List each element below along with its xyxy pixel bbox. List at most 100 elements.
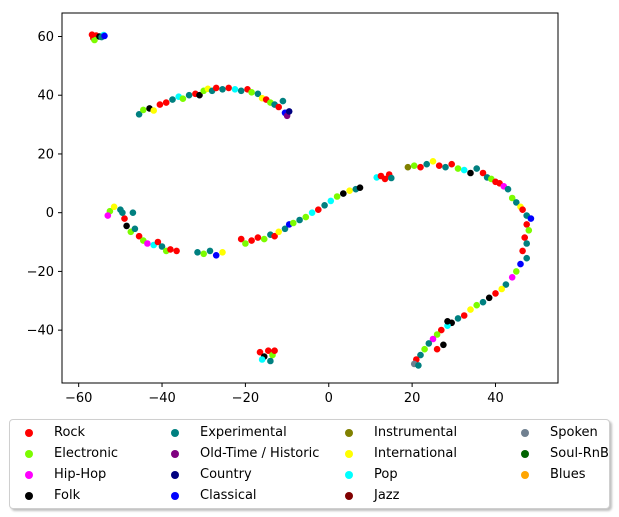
y-tick-label: 0: [46, 206, 54, 221]
data-point-international: [498, 285, 506, 293]
data-point-experimental: [267, 357, 274, 365]
legend-label: Rock: [54, 425, 86, 440]
legend-item: Soul-RnB: [506, 443, 609, 464]
data-point-electronic: [473, 301, 481, 309]
y-tick-label: −20: [27, 265, 54, 280]
data-point-rock: [88, 31, 96, 38]
legend-item: Old-Time / Historic: [156, 443, 319, 464]
legend-label: Folk: [54, 488, 81, 503]
data-point-rock: [237, 235, 245, 243]
data-point-international: [275, 228, 283, 236]
data-point-electronic: [433, 331, 441, 338]
legend-label: Jazz: [374, 488, 400, 503]
data-point-rock: [433, 345, 441, 353]
data-point-rock: [167, 246, 174, 253]
legend-label: International: [374, 446, 457, 461]
x-tick-label: 40: [487, 391, 504, 406]
data-point-international: [429, 158, 437, 165]
data-point-electronic: [421, 345, 428, 353]
data-point-rock: [315, 206, 322, 213]
legend: Rock Electronic Hip-Hop Folk Experimental Old…: [9, 419, 610, 509]
legend-item: Jazz: [330, 485, 399, 506]
data-point-hip-hop: [429, 335, 437, 343]
legend-marker: [345, 449, 353, 458]
data-point-rock: [417, 163, 424, 171]
data-point-pop: [231, 86, 239, 93]
data-point-international: [467, 306, 474, 313]
axes-frame: [61, 12, 559, 384]
data-point-experimental: [454, 315, 462, 322]
data-point-rock: [135, 232, 143, 240]
data-point-electronic: [513, 268, 520, 275]
data-point-experimental: [219, 86, 226, 93]
data-point-experimental: [281, 225, 289, 233]
legend-marker: [171, 449, 179, 458]
data-point-rock: [523, 221, 530, 228]
data-point-experimental: [237, 87, 245, 95]
data-point-classical: [527, 215, 535, 222]
data-point-electronic: [242, 240, 249, 247]
data-point-rock: [162, 99, 170, 106]
legend-marker: [521, 470, 529, 479]
data-point-electronic: [290, 219, 297, 227]
data-point-experimental: [185, 91, 193, 99]
data-point-classical: [212, 252, 220, 259]
legend-marker: [171, 491, 179, 500]
legend-marker: [345, 470, 353, 479]
data-point-rock: [438, 326, 445, 334]
data-point-experimental: [423, 160, 431, 168]
data-point-folk: [356, 184, 364, 191]
legend-label: Blues: [550, 467, 586, 482]
data-point-rock: [254, 234, 262, 241]
legend-item: Spoken: [506, 422, 598, 443]
data-point-rock: [225, 84, 232, 92]
data-point-rock: [521, 234, 528, 241]
data-point-experimental: [425, 340, 433, 347]
legend-item: Hip-Hop: [10, 464, 106, 485]
data-point-electronic: [179, 95, 187, 102]
legend-item: Electronic: [10, 443, 118, 464]
data-point-rock: [460, 312, 468, 319]
data-point-electronic: [410, 162, 418, 169]
legend-marker: [171, 470, 179, 479]
data-point-rock: [265, 347, 272, 355]
legend-label: Experimental: [200, 425, 287, 440]
data-point-rock: [271, 232, 278, 240]
data-point-experimental: [131, 225, 139, 233]
data-point-electronic: [525, 227, 533, 234]
legend-label: Electronic: [54, 446, 119, 461]
data-point-experimental: [194, 249, 201, 256]
data-point-experimental: [504, 185, 512, 193]
data-point-pop: [308, 209, 316, 216]
data-point-experimental: [119, 209, 126, 216]
data-point-experimental: [513, 199, 520, 206]
data-point-electronic: [302, 213, 310, 221]
data-point-pop: [460, 166, 468, 174]
data-point-pop: [258, 356, 266, 363]
data-point-experimental: [417, 351, 424, 359]
data-point-folk: [444, 318, 451, 325]
legend-item: International: [330, 443, 457, 464]
data-point-rock: [271, 347, 278, 355]
y-tick-label: 40: [37, 89, 54, 104]
data-point-rock: [479, 169, 487, 177]
legend-label: Instrumental: [374, 425, 458, 440]
data-point-classical: [517, 260, 524, 268]
x-tick-label: 0: [325, 391, 333, 406]
legend-marker: [171, 428, 179, 437]
legend-marker: [521, 449, 529, 458]
data-point-rock: [519, 206, 526, 213]
data-point-experimental: [158, 243, 166, 250]
data-point-folk: [123, 222, 130, 230]
legend-label: Old-Time / Historic: [200, 446, 320, 461]
data-point-folk: [340, 190, 347, 197]
data-point-rock: [448, 160, 456, 168]
data-point-electronic: [454, 165, 462, 172]
data-point-experimental: [479, 298, 487, 306]
data-point-country: [285, 108, 293, 115]
data-point-experimental: [523, 240, 530, 247]
legend-item: Blues: [506, 464, 586, 485]
legend-label: Classical: [200, 488, 257, 503]
data-point-hip-hop: [144, 240, 151, 247]
scatter-plot: −60 −40 −20 0 20 40 −40 −20 0 20 40 60: [27, 12, 559, 406]
